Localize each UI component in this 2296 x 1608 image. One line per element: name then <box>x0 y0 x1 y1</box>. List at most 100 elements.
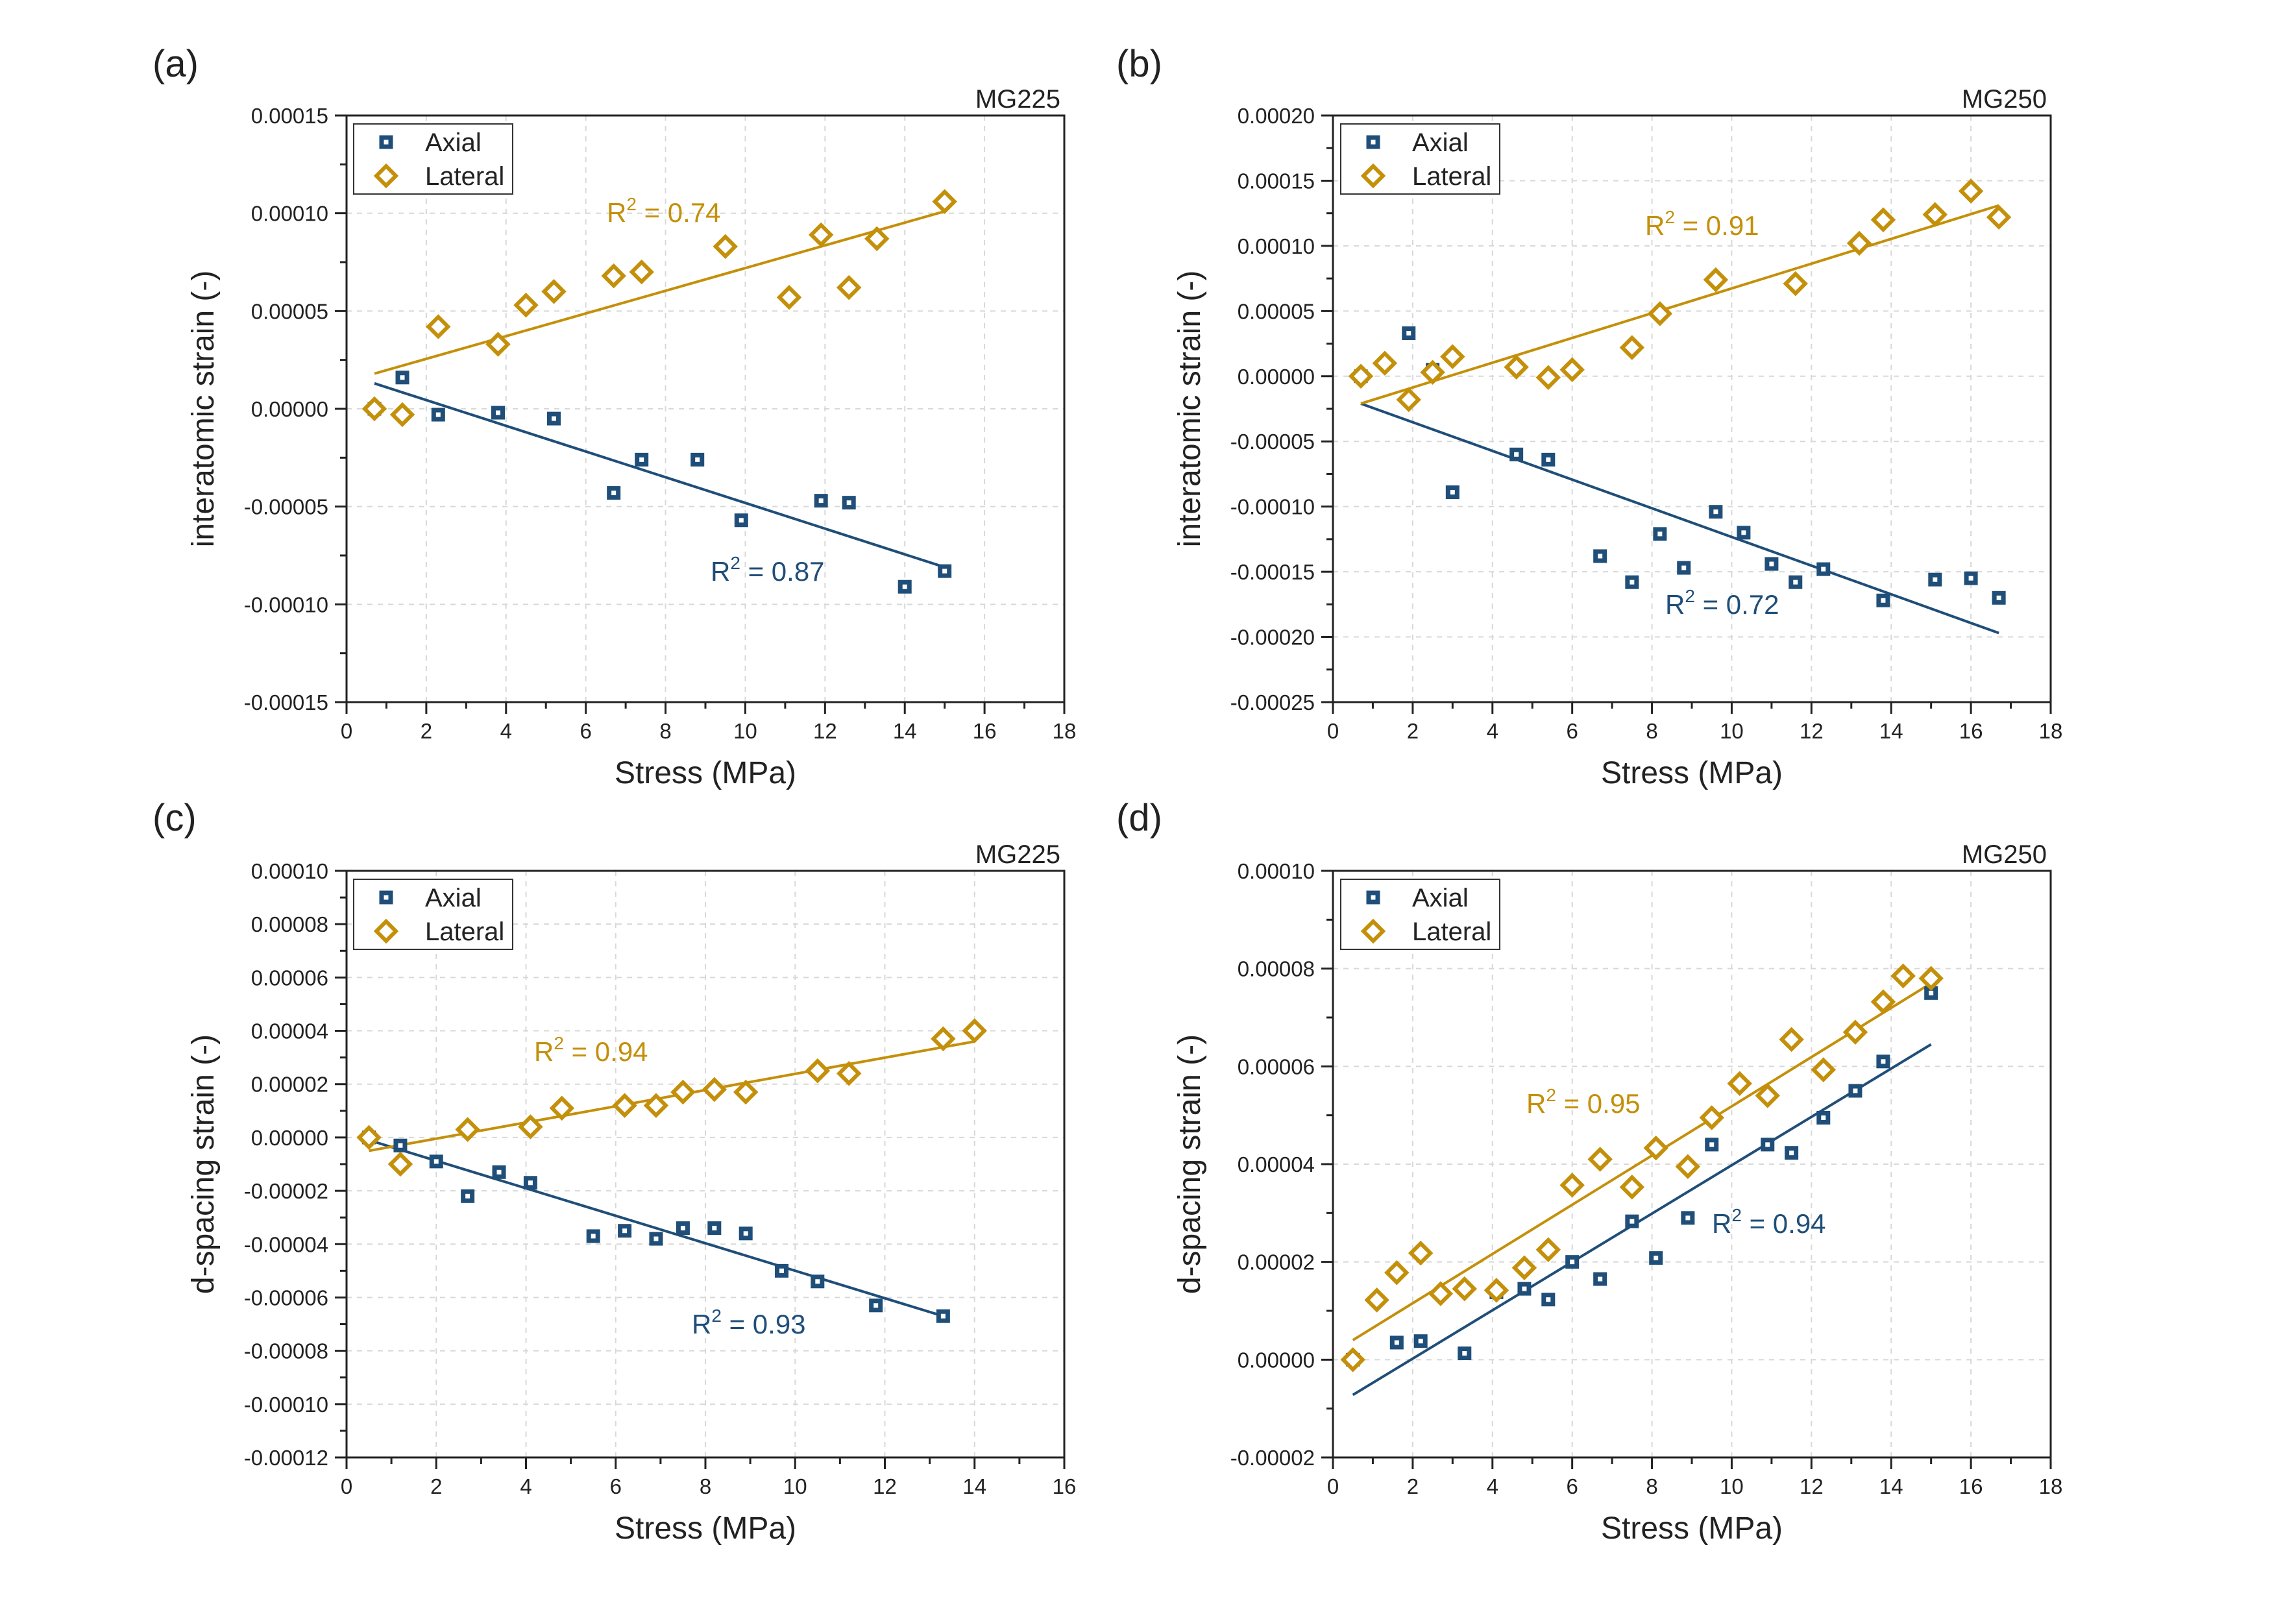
data-point-lateral <box>485 332 511 357</box>
legend-marker-axial <box>379 890 393 905</box>
data-point-axial <box>429 1154 443 1169</box>
legend-label-lateral: Lateral <box>425 162 504 191</box>
data-point-axial <box>1709 505 1723 519</box>
y-tick-label: -0.00006 <box>244 1285 328 1310</box>
panel-label: (d) <box>1116 797 1162 839</box>
data-point-axial <box>1876 1054 1890 1069</box>
data-point-axial <box>1737 526 1751 540</box>
panel-label: (b) <box>1116 43 1162 85</box>
y-tick-label: -0.00005 <box>1230 430 1315 454</box>
x-tick-label: 10 <box>1720 1474 1744 1498</box>
data-point-lateral <box>1675 1154 1701 1180</box>
x-tick-label: 12 <box>1800 1474 1824 1498</box>
y-tick-label: 0.00010 <box>251 859 328 883</box>
r2-label-lateral: R2 = 0.91 <box>1645 207 1759 241</box>
data-point-lateral <box>1372 350 1398 376</box>
data-point-lateral <box>356 1125 382 1151</box>
data-point-lateral <box>1958 178 1984 204</box>
fit-line-lateral <box>1360 204 1999 405</box>
x-tick-label: 8 <box>659 719 671 743</box>
y-tick-label: 0.00008 <box>251 912 328 936</box>
x-tick-label: 14 <box>1879 1474 1903 1498</box>
x-tick-label: 16 <box>973 719 997 743</box>
data-point-lateral <box>962 1018 987 1043</box>
data-point-lateral <box>1484 1278 1509 1303</box>
y-tick-label: -0.00015 <box>1230 560 1315 584</box>
data-point-axial <box>395 371 409 385</box>
y-tick-label: 0.00006 <box>251 966 328 990</box>
sample-tag: MG225 <box>975 840 1060 869</box>
data-point-lateral <box>1420 359 1445 385</box>
data-point-lateral <box>389 402 415 428</box>
chart-panel: (b) MG250 0 2 4 6 8 10 12 14 16 18 -0.00025 -0.00020 -… <box>1116 43 2062 790</box>
x-tick-label: 14 <box>893 719 917 743</box>
y-tick-label: -0.00010 <box>244 1393 328 1417</box>
legend-marker-axial <box>1366 135 1380 149</box>
y-tick-label: 0.00002 <box>251 1073 328 1097</box>
data-point-axial <box>1593 1272 1607 1286</box>
data-point-axial <box>1593 549 1607 563</box>
data-point-axial <box>938 564 952 578</box>
y-tick-label: 0.00015 <box>251 104 328 128</box>
data-point-axial <box>1705 1138 1719 1152</box>
x-axis-title: Stress (MPa) <box>615 756 796 790</box>
y-tick-label: 0.00015 <box>1238 169 1315 193</box>
data-point-lateral <box>1396 387 1421 413</box>
legend-marker-lateral <box>373 918 399 944</box>
x-tick-label: 16 <box>1959 1474 1983 1498</box>
data-point-axial <box>1445 485 1459 500</box>
data-point-axial <box>1928 572 1942 587</box>
fit-line-axial <box>1360 402 1999 635</box>
data-point-lateral <box>1535 365 1561 391</box>
x-axis-title: Stress (MPa) <box>1601 756 1783 790</box>
data-point-axial <box>1541 1293 1556 1307</box>
y-tick-label: 0.00010 <box>1238 859 1315 883</box>
data-point-axial <box>1816 1110 1831 1125</box>
data-point-axial <box>1677 561 1691 575</box>
data-point-lateral <box>1755 1083 1780 1108</box>
legend-marker-axial <box>379 135 393 149</box>
y-tick-label: -0.00010 <box>1230 495 1315 519</box>
x-axis-title: Stress (MPa) <box>1601 1511 1783 1546</box>
y-tick-label: 0.00000 <box>251 397 328 421</box>
x-tick-label: 16 <box>1053 1474 1077 1498</box>
data-point-lateral <box>1870 989 1896 1015</box>
data-point-lateral <box>549 1095 575 1121</box>
data-point-axial <box>1541 452 1556 467</box>
data-point-axial <box>431 408 445 422</box>
data-point-lateral <box>1511 1255 1537 1280</box>
data-point-axial <box>676 1221 690 1236</box>
data-point-axial <box>707 1221 722 1236</box>
x-tick-label: 12 <box>873 1474 897 1498</box>
panel-label: (c) <box>153 797 197 839</box>
r2-label-axial: R2 = 0.93 <box>692 1306 806 1339</box>
panel-label: (a) <box>153 43 199 85</box>
legend-label-lateral: Lateral <box>1412 162 1491 191</box>
y-tick-label: -0.00012 <box>244 1446 328 1470</box>
x-tick-label: 12 <box>813 719 837 743</box>
r2-label-lateral: R2 = 0.95 <box>1526 1085 1641 1119</box>
data-point-axial <box>523 1176 537 1190</box>
x-tick-label: 10 <box>783 1474 807 1498</box>
data-point-lateral <box>513 293 539 318</box>
y-tick-label: -0.00004 <box>244 1232 328 1256</box>
data-point-lateral <box>1890 963 1916 989</box>
legend-marker-lateral <box>1360 163 1386 189</box>
y-tick-label: 0.00008 <box>1238 957 1315 981</box>
legend-label-axial: Axial <box>425 884 482 912</box>
y-tick-label: 0.00002 <box>1238 1250 1315 1274</box>
data-point-lateral <box>1703 267 1729 293</box>
data-point-lateral <box>702 1077 727 1102</box>
data-point-axial <box>814 494 828 508</box>
data-point-axial <box>1765 557 1779 571</box>
x-tick-label: 6 <box>580 719 591 743</box>
data-point-lateral <box>1440 344 1465 369</box>
fit-line-lateral <box>1352 982 1932 1341</box>
data-point-lateral <box>836 274 862 300</box>
data-point-lateral <box>1727 1071 1752 1096</box>
data-point-axial <box>1625 1214 1639 1228</box>
data-point-lateral <box>1647 301 1673 326</box>
data-point-lateral <box>1870 207 1896 232</box>
data-point-axial <box>1816 562 1831 576</box>
data-point-lateral <box>455 1117 480 1142</box>
